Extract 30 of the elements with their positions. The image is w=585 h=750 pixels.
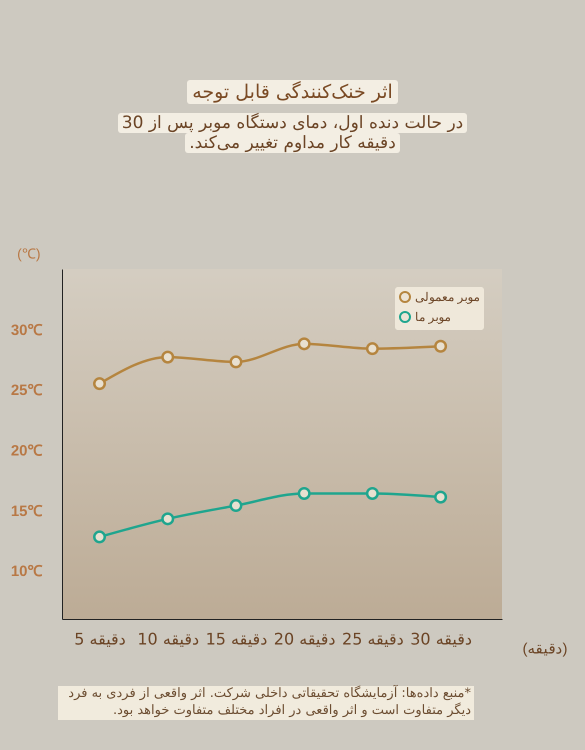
point (93, 377, 106, 390)
point (229, 499, 242, 512)
y-tick-label: 30℃ (10, 322, 42, 339)
y-tick-label: 10℃ (10, 563, 42, 580)
x-axis-title: (دقیقه) (522, 640, 568, 658)
point (366, 342, 379, 356)
y-tick-label: 25℃ (10, 382, 42, 400)
chart-subtitle: در حالت دنده اول، دمای دستگاه موبر پس از 30 دقیقه کار مداوم تغییر می‌کند. (118, 113, 468, 153)
chart-title: اثر خنک‌کنندگی قابل توجه (187, 80, 398, 104)
point (93, 530, 106, 544)
legend-label: موبر ما (415, 310, 450, 324)
text: *منبع داده‌ها: آزمایشگاه تحقیقاتی داخلی شرکت. اثر واقعی از فردی به فرد دیگر متفاوت است و اثر واقعی در افراد مختلف متفاوت خواهد بود. (58, 686, 474, 720)
x-tick-label: 10 دقیقه (137, 630, 200, 648)
point (229, 355, 242, 368)
y-axis-title: (℃) (17, 246, 40, 262)
x-tick-label: 30 دقیقه (410, 630, 472, 648)
point (298, 487, 311, 500)
point (434, 490, 448, 504)
y-tick-label: 20℃ (10, 442, 42, 460)
x-tick-label: 15 دقیقه (206, 630, 268, 648)
point (434, 340, 448, 353)
point (298, 337, 311, 350)
x-tick-label: 20 دقیقه (274, 630, 336, 648)
legend-label: موبر معمولی (415, 290, 480, 304)
y-tick-label: 15℃ (10, 502, 42, 520)
x-tick-label: 5 دقیقه (74, 630, 126, 648)
x-tick-label: 25 دقیقه (342, 630, 404, 648)
point (161, 512, 174, 526)
point (161, 350, 174, 364)
point (366, 487, 379, 500)
